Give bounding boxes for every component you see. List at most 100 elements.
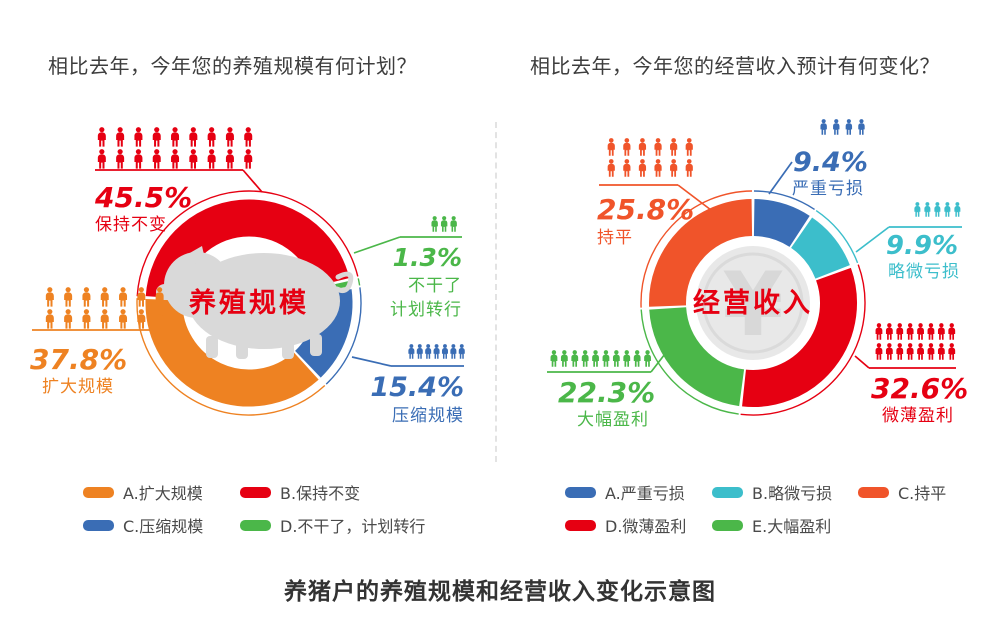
person-icon (607, 159, 615, 177)
income-percent-D: 32.6% (871, 372, 968, 405)
income-segment-D (742, 267, 857, 407)
income-percent-C: 25.8% (597, 193, 694, 226)
scale-leader-line-A (171, 329, 194, 389)
person-icon (685, 159, 693, 177)
scale-label-D: 不干了 (408, 276, 462, 296)
scale-leader-line-C (351, 356, 392, 367)
person-icon (917, 323, 924, 340)
person-icon (875, 323, 883, 340)
person-icon (937, 343, 945, 360)
legend-label: A.扩大规模 (123, 484, 203, 503)
person-icon (858, 119, 865, 135)
income-outline-C (640, 190, 753, 308)
legend-item-income-B: B.略微亏损 (712, 480, 858, 504)
legend-swatch (240, 486, 271, 498)
person-icon (116, 149, 125, 169)
person-icon (441, 344, 448, 359)
person-icon (97, 127, 106, 147)
person-icon (638, 138, 647, 156)
income-person-icons-C (607, 138, 693, 177)
legend-label: C.持平 (898, 484, 947, 503)
person-icon (100, 287, 109, 307)
legend-label: D.不干了，计划转行 (280, 517, 426, 536)
legend-swatch (858, 486, 889, 498)
scale-legend: A.扩大规模 B.保持不变 C.压缩规模 D.不干了，计划转行 (83, 480, 425, 537)
person-icon (644, 350, 651, 367)
legend-label: B.略微亏损 (752, 484, 833, 503)
scale-label-D: 计划转行 (390, 300, 462, 320)
person-icon (225, 127, 234, 147)
person-icon (171, 149, 180, 169)
scale-outline-A (136, 298, 326, 416)
person-icon (189, 149, 198, 169)
person-icon (638, 159, 647, 177)
scale-leader-line-D (353, 236, 401, 254)
legend-label: E.大幅盈利 (752, 517, 832, 536)
income-label-E: 大幅盈利 (577, 410, 649, 430)
income-leader-line-A (768, 161, 793, 195)
income-donut-chart: ¥经营收入9.4%严重亏损9.9%略微亏损25.8%持平32.6%微薄盈利22.… (547, 119, 968, 430)
person-icon (602, 350, 610, 367)
scale-question-title: 相比去年，今年您的养殖规模有何计划？ (48, 54, 417, 78)
scale-center-label: 养殖规模 (189, 287, 309, 319)
scale-person-icons-C (408, 344, 465, 359)
income-segment-A (753, 199, 810, 248)
scale-callout-A: 37.8%扩大规模 (30, 287, 194, 397)
person-icon (64, 309, 73, 329)
person-icon (654, 159, 662, 177)
person-icon (152, 149, 161, 169)
income-outline-D (740, 264, 866, 416)
income-segment-B (790, 217, 850, 280)
scale-person-icons-B (97, 127, 253, 169)
income-label-A: 严重亏损 (792, 179, 864, 199)
scale-segment-A (145, 299, 319, 407)
legend-item-income-E: E.大幅盈利 (712, 513, 858, 537)
person-icon (408, 344, 415, 359)
legend-label: B.保持不变 (280, 484, 361, 503)
charts-divider (495, 122, 497, 462)
person-icon (654, 138, 662, 156)
legend-swatch (83, 519, 114, 531)
scale-percent-C: 15.4% (370, 372, 464, 403)
legend-swatch (712, 486, 743, 498)
person-icon (581, 350, 589, 367)
legend-item-scale-C: C.压缩规模 (83, 513, 240, 537)
person-icon (820, 119, 827, 135)
person-icon (207, 149, 216, 169)
income-percent-B: 9.9% (886, 231, 958, 261)
scale-label-A: 扩大规模 (42, 377, 114, 397)
person-icon (450, 216, 457, 232)
person-icon (927, 343, 935, 360)
income-percent-E: 22.3% (558, 376, 655, 409)
person-icon (116, 127, 125, 147)
pig-icon (156, 246, 354, 359)
person-icon (885, 343, 893, 360)
person-icon (152, 127, 161, 147)
person-icon (137, 287, 146, 307)
legend-swatch (565, 486, 596, 498)
person-icon (896, 323, 904, 340)
person-icon (134, 127, 143, 147)
legend-item-income-C: C.持平 (858, 480, 946, 504)
person-icon (560, 350, 568, 367)
person-icon (119, 287, 128, 307)
person-icon (623, 159, 631, 177)
income-center-label: 经营收入 (693, 287, 813, 319)
legend-label: D.微薄盈利 (605, 517, 687, 536)
legend-swatch (712, 519, 743, 531)
income-label-C: 持平 (597, 228, 633, 248)
person-icon (934, 202, 941, 217)
person-icon (607, 138, 615, 156)
person-icon (670, 159, 678, 177)
scale-outline-D (357, 278, 361, 286)
person-icon (550, 350, 558, 367)
income-person-icons-D (875, 323, 956, 360)
person-icon (225, 149, 234, 169)
person-icon (896, 343, 904, 360)
scale-outline-C (325, 287, 362, 385)
person-icon (623, 138, 631, 156)
person-icon (927, 323, 935, 340)
person-icon (100, 309, 109, 329)
income-leader-line-B (855, 226, 890, 253)
legend-item-income-A: A.严重亏损 (565, 480, 712, 504)
